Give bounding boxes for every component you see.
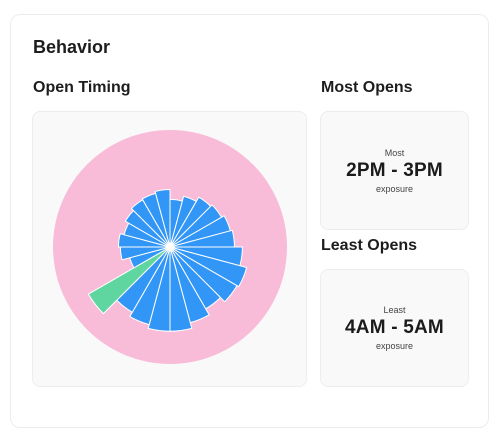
- least-opens-label: Least Opens: [321, 237, 418, 254]
- open-timing-label: Open Timing: [33, 79, 131, 96]
- polar-bar-highlight: [87, 246, 171, 315]
- polar-bar: [169, 246, 248, 288]
- most-opens-value: 2PM - 3PM: [346, 159, 443, 181]
- most-opens-sub: exposure: [375, 183, 414, 194]
- most-opens-caption: Most: [384, 147, 405, 158]
- least-opens-caption: Least: [383, 305, 406, 315]
- most-opens-panel: Most 2PM - 3PM exposure: [320, 111, 469, 230]
- polar-bars: [87, 188, 248, 332]
- polar-bar: [169, 198, 183, 248]
- most-opens-label: Most Opens: [321, 79, 413, 96]
- polar-center-dot: [167, 244, 173, 250]
- open-timing-polar-chart: [53, 130, 287, 364]
- least-opens-panel: Least 4AM - 5AM exposure: [320, 269, 469, 387]
- least-opens-sub: exposure: [375, 341, 414, 351]
- polar-bar: [154, 188, 171, 248]
- polar-bar: [129, 246, 171, 326]
- open-timing-chart-panel: [32, 111, 307, 387]
- polar-bar: [169, 246, 238, 303]
- least-opens-value: 4AM - 5AM: [345, 317, 444, 338]
- behavior-card: Behavior Open Timing Most Opens Least Op…: [10, 14, 489, 428]
- card-title: Behavior: [33, 37, 111, 57]
